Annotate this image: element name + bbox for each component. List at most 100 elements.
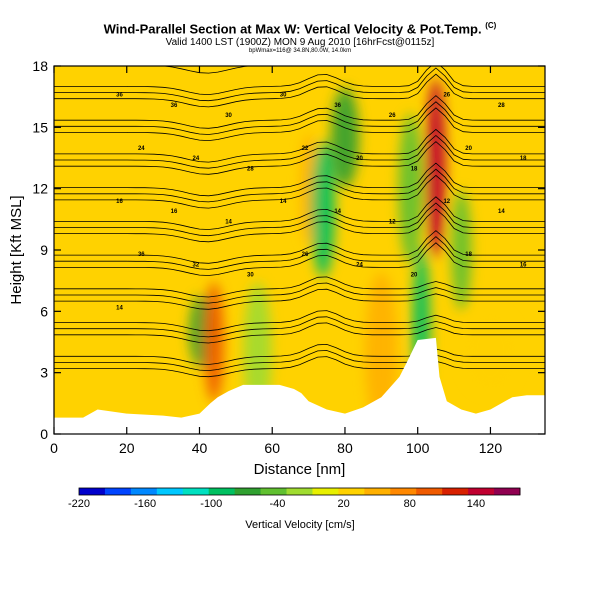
isentrope-line (54, 343, 545, 365)
chart-title-line: Wind-Parallel Section at Max W: Vertical… (0, 21, 600, 36)
colorbar-tick-label: 140 (467, 498, 485, 510)
isentrope-label: 30 (280, 93, 287, 99)
x-tick-label: 20 (119, 440, 135, 456)
isentrope-label: 16 (171, 209, 178, 215)
isentrope-line (54, 95, 545, 129)
isentrope-label: 12 (389, 219, 396, 225)
colorbar-swatch (182, 488, 210, 495)
copyright-mark: (C) (485, 21, 497, 30)
isentrope-label: 14 (225, 219, 232, 225)
isentrope-line (54, 67, 545, 102)
colorbar-tick-label: -220 (68, 498, 90, 510)
parameter-line: bpWmax=116@ 34.8N,80.0W, 14.0km (248, 48, 352, 54)
colorbar-swatch (442, 488, 469, 495)
isentrope-line (54, 168, 545, 203)
isentrope-line (54, 107, 545, 142)
isentrope-label: 26 (443, 93, 450, 99)
velocity-field (54, 66, 545, 434)
isentrope-label: 14 (116, 305, 123, 311)
isentrope-line (54, 208, 545, 243)
isentrope-line (54, 202, 545, 237)
isentrope-line (54, 162, 545, 197)
isentrope-line (54, 242, 545, 276)
colorbar-swatch (468, 488, 495, 495)
valid-time-line: Valid 1400 LST (1900Z) MON 9 Aug 2010 [1… (165, 37, 435, 48)
isentrope-label: 14 (498, 209, 505, 215)
isentrope-label: 22 (302, 146, 309, 152)
isentrope-label: 24 (193, 156, 200, 162)
isentrope-label: 14 (334, 209, 341, 215)
colorbar-swatch (156, 488, 184, 495)
y-tick-label: 6 (40, 303, 48, 319)
y-tick-label: 3 (40, 365, 48, 381)
isentrope-line (54, 196, 545, 230)
y-axis-label: Height [Kft MSL] (8, 195, 25, 304)
colorbar-swatch (364, 488, 391, 495)
colorbar-frame (78, 487, 521, 496)
isentrope-line (54, 73, 545, 108)
isentrope-label: 12 (443, 199, 450, 205)
isentrope-label: 24 (356, 262, 363, 268)
colorbar-tick-label: 20 (337, 498, 349, 510)
isentrope-line (54, 66, 545, 96)
isentrope-line (54, 134, 545, 169)
isentrope-label: 18 (465, 252, 472, 258)
isentrope-lines (54, 66, 545, 378)
colorbar-label: Vertical Velocity [cm/s] (245, 519, 354, 531)
y-tick-label: 18 (32, 58, 48, 74)
isentrope-label: 24 (138, 146, 145, 152)
isentrope-label: 18 (411, 166, 418, 172)
isentrope-line (54, 316, 545, 338)
isentrope-label: 16 (116, 199, 123, 205)
velocity-cell (398, 113, 423, 264)
y-tick-label: 0 (40, 426, 48, 442)
y-tick-label: 15 (32, 119, 48, 135)
x-tick-label: 120 (479, 440, 503, 456)
isentrope-line (54, 101, 545, 135)
isentrope-label: 36 (116, 93, 123, 99)
x-tick-label: 0 (50, 440, 58, 456)
isentrope-label: 20 (465, 146, 472, 152)
isentrope-label: 30 (247, 273, 254, 279)
y-tick-label: 9 (40, 242, 48, 258)
colorbar-swatch (104, 488, 132, 495)
isentrope-line (54, 236, 545, 270)
isentrope-label: 26 (389, 113, 396, 119)
x-tick-label: 60 (264, 440, 280, 456)
colorbar-swatch (260, 488, 288, 495)
x-tick-label: 40 (192, 440, 208, 456)
velocity-cell (451, 190, 472, 310)
velocity-cell (311, 141, 336, 278)
isentrope-label: 36 (138, 252, 145, 258)
colorbar-swatch (79, 488, 106, 495)
isentrope-line (54, 282, 545, 304)
isentrope-line (54, 128, 545, 163)
x-axis-label: Distance [nm] (254, 461, 346, 478)
isentrope-label: 26 (302, 252, 309, 258)
x-tick-label: 80 (337, 440, 353, 456)
isentrope-line (54, 310, 545, 332)
isentrope-line (54, 322, 545, 344)
colorbar-swatch (234, 488, 262, 495)
terrain-mask (54, 337, 545, 434)
colorbar-swatch (130, 488, 158, 495)
isentrope-labels: 36 36 30 30 36 26 26 28 24 24 28 22 20 18 20 18 16 16 14 14… (116, 93, 527, 312)
isentrope-label: 28 (247, 166, 254, 172)
isentrope-label: 36 (334, 103, 341, 109)
isentrope-label: 36 (171, 103, 178, 109)
isentrope-line (54, 350, 545, 372)
y-tick-label: 12 (32, 181, 48, 197)
colorbar-tick-label: -160 (134, 498, 156, 510)
colorbar-swatch (494, 488, 521, 495)
isentrope-line (54, 356, 545, 378)
isentrope-label: 30 (225, 113, 232, 119)
colorbar-swatch (312, 488, 339, 495)
isentrope-line (54, 141, 545, 175)
colorbar-swatch (390, 488, 417, 495)
isentrope-label: 28 (498, 103, 505, 109)
colorbar-swatch (208, 488, 236, 495)
isentrope-label: 20 (411, 273, 418, 279)
isentrope-label: 20 (356, 156, 363, 162)
